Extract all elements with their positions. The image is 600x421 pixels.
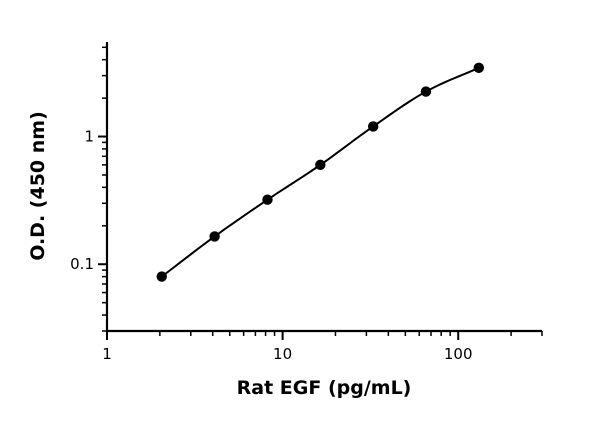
x-axis-ticks: 1 10 100: [102, 331, 543, 363]
data-point: [209, 231, 220, 242]
plot-area: [156, 62, 485, 282]
data-point: [420, 86, 432, 97]
fit-curve: [161, 66, 480, 278]
y-tick-label: 1: [84, 128, 94, 146]
y-tick-label: 0.1: [70, 255, 94, 273]
x-tick-label: 10: [273, 345, 292, 363]
data-point: [156, 271, 167, 282]
data-point: [367, 121, 379, 132]
data-point: [473, 62, 485, 74]
x-axis-title: Rat EGF (pg/mL): [237, 377, 412, 399]
y-axis-title: O.D. (450 nm): [27, 111, 49, 261]
y-axis-ticks: 0.11: [70, 46, 107, 332]
x-tick-label: 100: [444, 345, 473, 363]
data-point: [315, 159, 326, 171]
data-point: [262, 194, 273, 205]
data-points: [156, 62, 485, 282]
x-tick-label: 1: [102, 345, 112, 363]
axes: 1 10 100 0.11: [70, 42, 543, 363]
